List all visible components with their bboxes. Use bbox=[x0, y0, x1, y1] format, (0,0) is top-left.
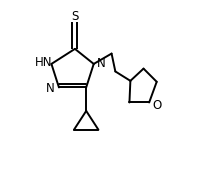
Text: HN: HN bbox=[35, 56, 53, 70]
Text: S: S bbox=[71, 10, 79, 24]
Text: O: O bbox=[152, 99, 161, 112]
Text: N: N bbox=[46, 82, 55, 95]
Text: N: N bbox=[97, 57, 105, 70]
